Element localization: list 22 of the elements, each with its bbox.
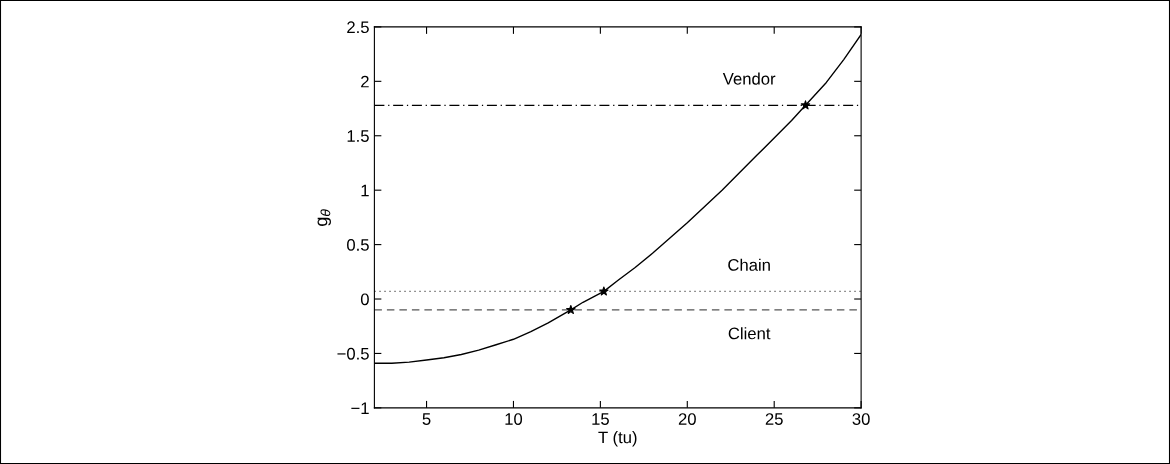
x-tick-label: 10 — [505, 413, 523, 425]
y-tick-label: 2 — [361, 75, 369, 88]
y-tick-label: −0.5 — [337, 347, 369, 360]
y-tick-label: −1 — [351, 402, 369, 414]
ref-line-label: Client — [728, 327, 771, 340]
ref-line-label: Chain — [728, 258, 770, 271]
ref-line-label: Vendor — [722, 72, 776, 85]
y-tick-label: 1.5 — [347, 130, 369, 142]
x-tick-label: 5 — [422, 413, 431, 425]
y-axis-title: g$_{θ}$ — [317, 209, 331, 226]
x-axis-title: T (tu) — [598, 431, 637, 447]
y-tick-label: 1 — [361, 184, 369, 197]
x-tick-label: 30 — [852, 413, 870, 425]
point — [566, 304, 576, 315]
point — [599, 286, 609, 296]
y-tick-label: 0 — [360, 293, 369, 306]
y-tick-label: 2.5 — [347, 21, 369, 34]
x-tick-label: 20 — [678, 413, 696, 425]
y-tick-label: 0.5 — [347, 239, 369, 251]
x-tick-label: 25 — [765, 413, 783, 425]
point — [800, 100, 811, 110]
x-tick-label: 15 — [592, 413, 609, 425]
